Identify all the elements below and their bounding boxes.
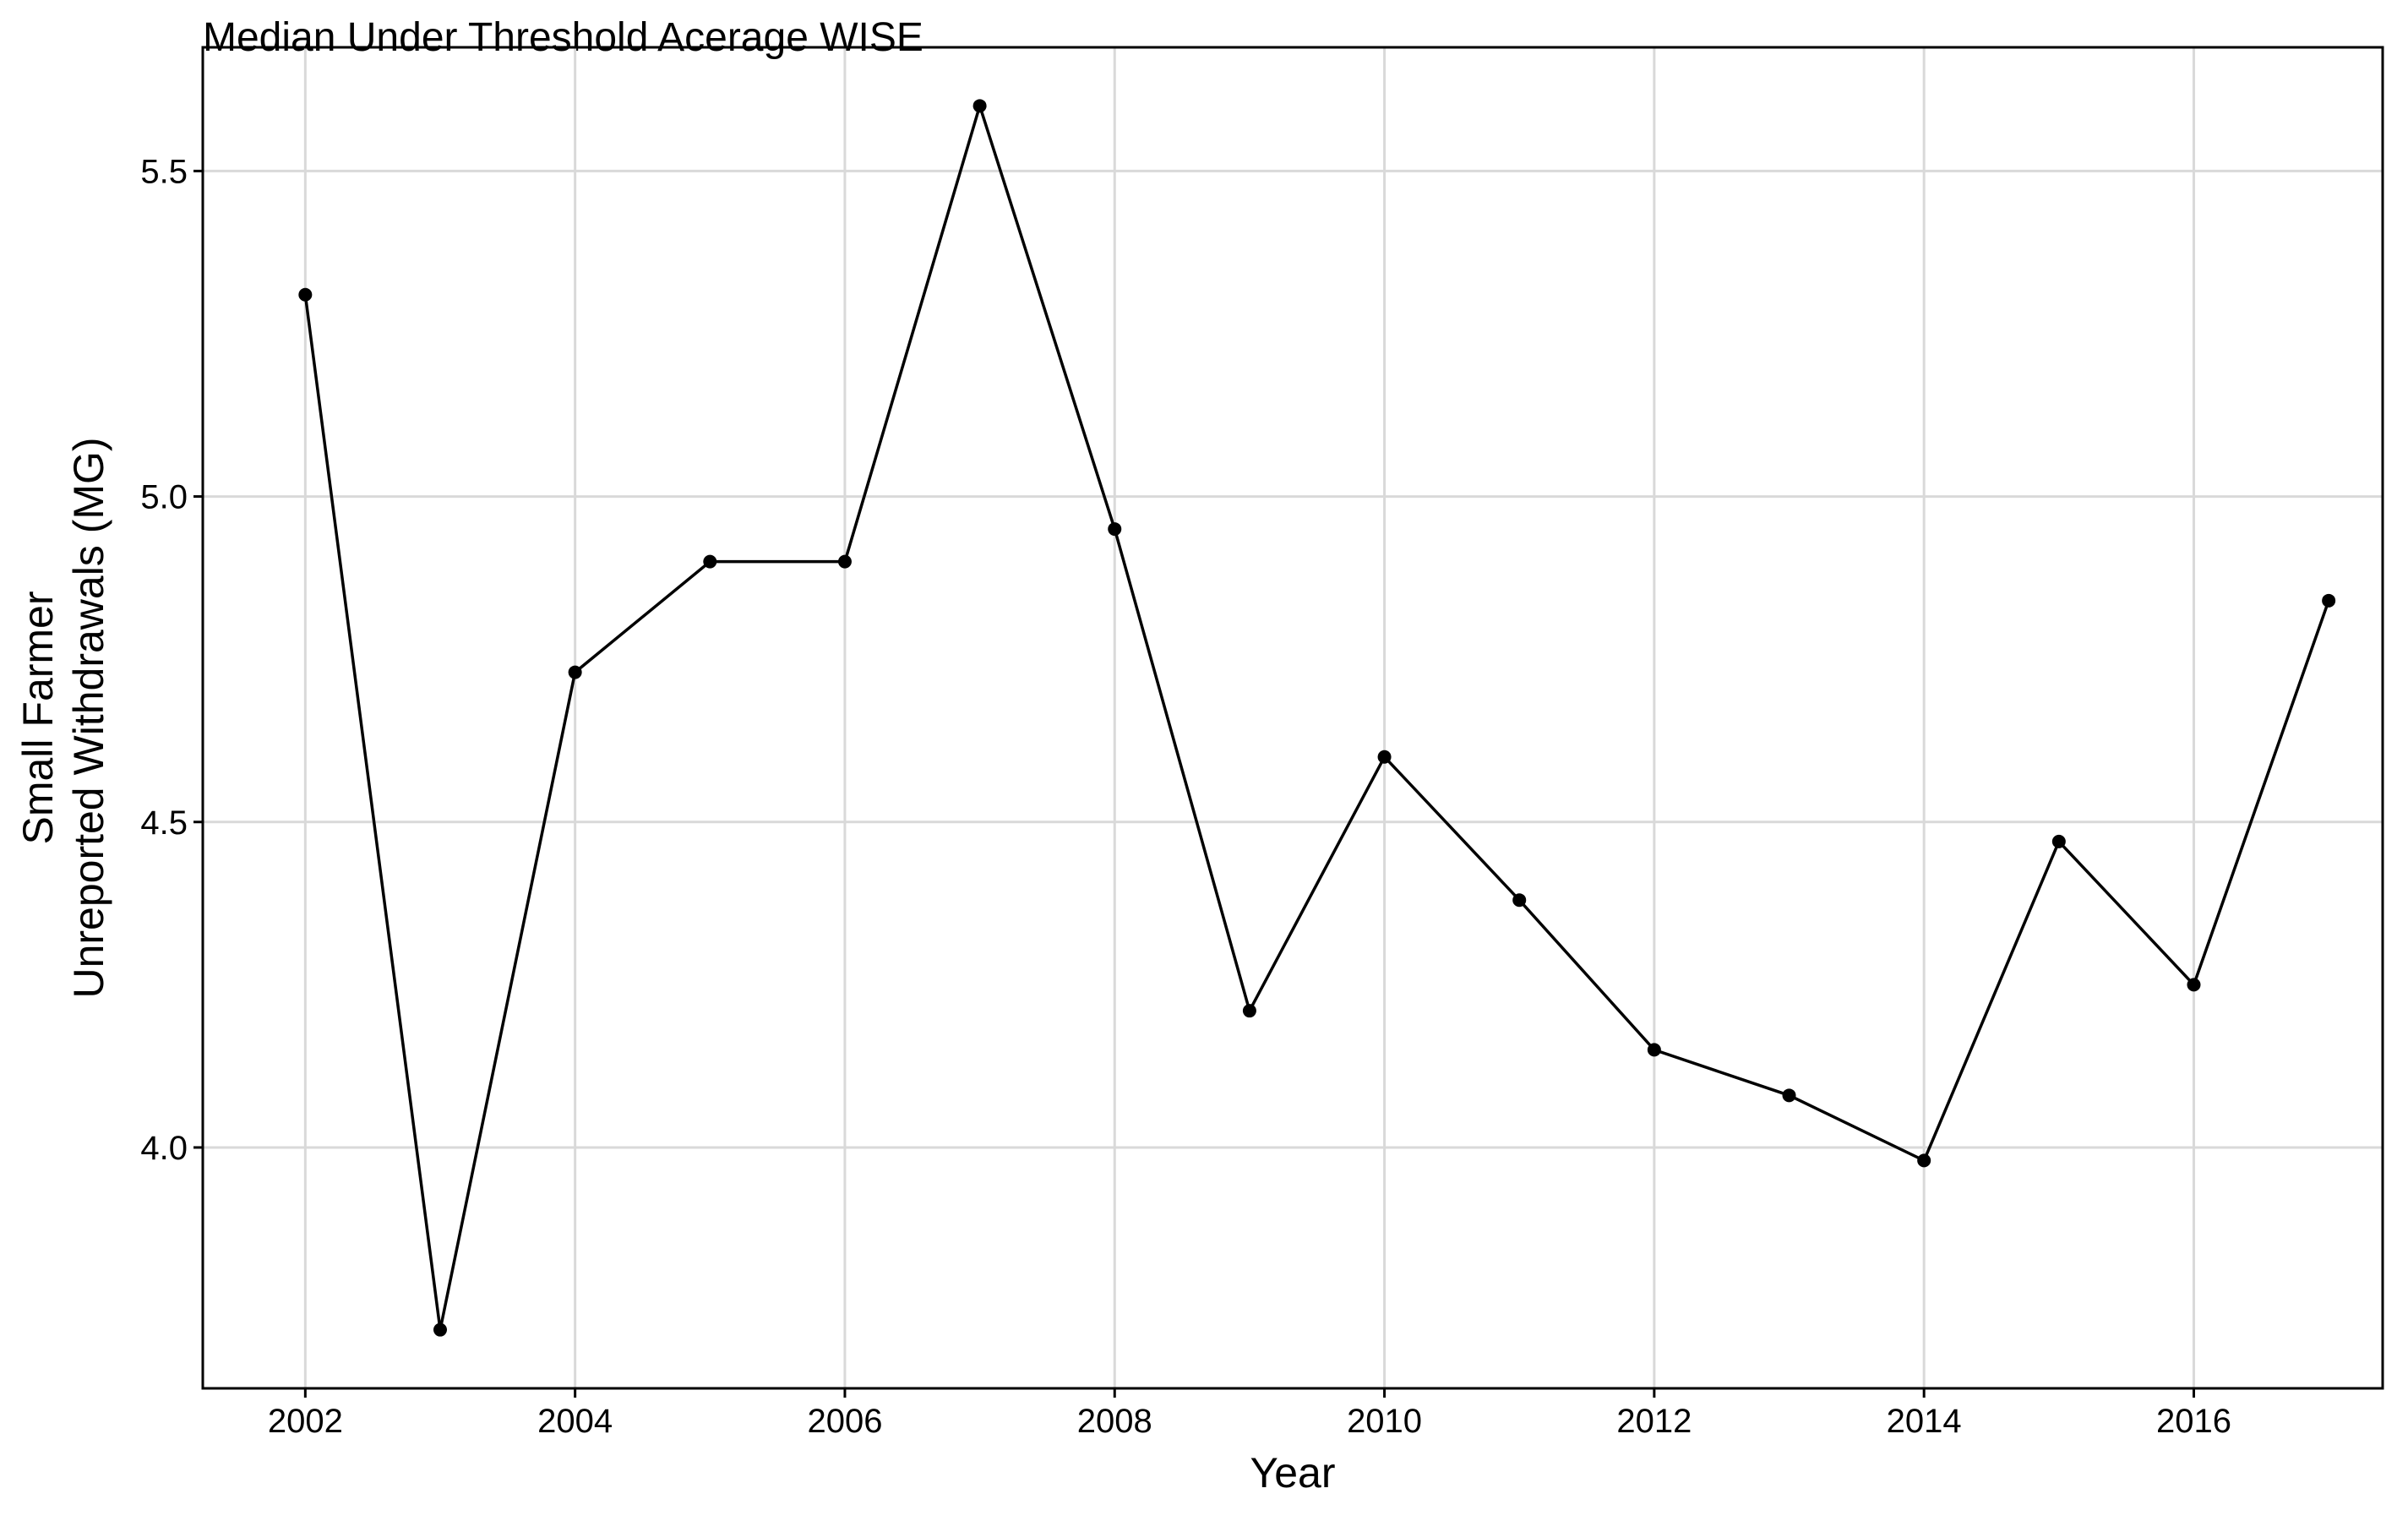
data-layer	[298, 99, 2336, 1337]
data-point	[1377, 750, 1392, 764]
plot-panel-border	[201, 46, 2384, 1390]
data-point	[703, 554, 717, 569]
x-tick-label: 2010	[1347, 1403, 1422, 1440]
axis-layer: 2002 2004 2006 2008 2010 2012 2014 2016 4.0 4.5 5.…	[140, 153, 2231, 1440]
y-axis-title: Small Farmer Unreported Withdrawals (MG)	[14, 437, 112, 998]
data-point	[1512, 893, 1527, 908]
data-point	[298, 287, 313, 302]
x-tick-label: 2008	[1077, 1403, 1152, 1440]
y-axis-title-line: Unreported Withdrawals (MG)	[65, 437, 112, 998]
x-tick-label: 2004	[537, 1403, 613, 1440]
data-point	[1782, 1088, 1796, 1103]
x-tick-label: 2014	[1887, 1403, 1962, 1440]
x-tick-label: 2012	[1616, 1403, 1692, 1440]
data-point	[568, 665, 582, 679]
x-tick-label: 2016	[2156, 1403, 2231, 1440]
series-line	[303, 101, 2330, 1331]
data-point	[972, 99, 987, 113]
data-point	[2187, 978, 2201, 992]
y-tick-label: 4.0	[140, 1130, 188, 1167]
data-point	[1917, 1153, 1931, 1168]
data-point	[2322, 593, 2336, 608]
data-point	[1108, 522, 1122, 537]
data-point	[1647, 1043, 1661, 1057]
x-tick-label: 2006	[807, 1403, 882, 1440]
y-axis-title-line: Small Farmer	[14, 591, 62, 844]
data-point	[433, 1322, 447, 1337]
y-tick-label: 5.5	[140, 153, 188, 190]
data-point	[2051, 834, 2066, 848]
chart-title: Median Under Threshold Acerage WISE	[203, 15, 923, 60]
y-tick-label: 4.5	[140, 804, 188, 842]
data-point	[1242, 1004, 1256, 1018]
data-point	[837, 554, 852, 569]
x-axis-title: Year	[1250, 1449, 1335, 1496]
y-tick-label: 5.0	[140, 479, 188, 516]
x-tick-label: 2002	[268, 1403, 343, 1440]
grid-layer	[203, 47, 2383, 1388]
